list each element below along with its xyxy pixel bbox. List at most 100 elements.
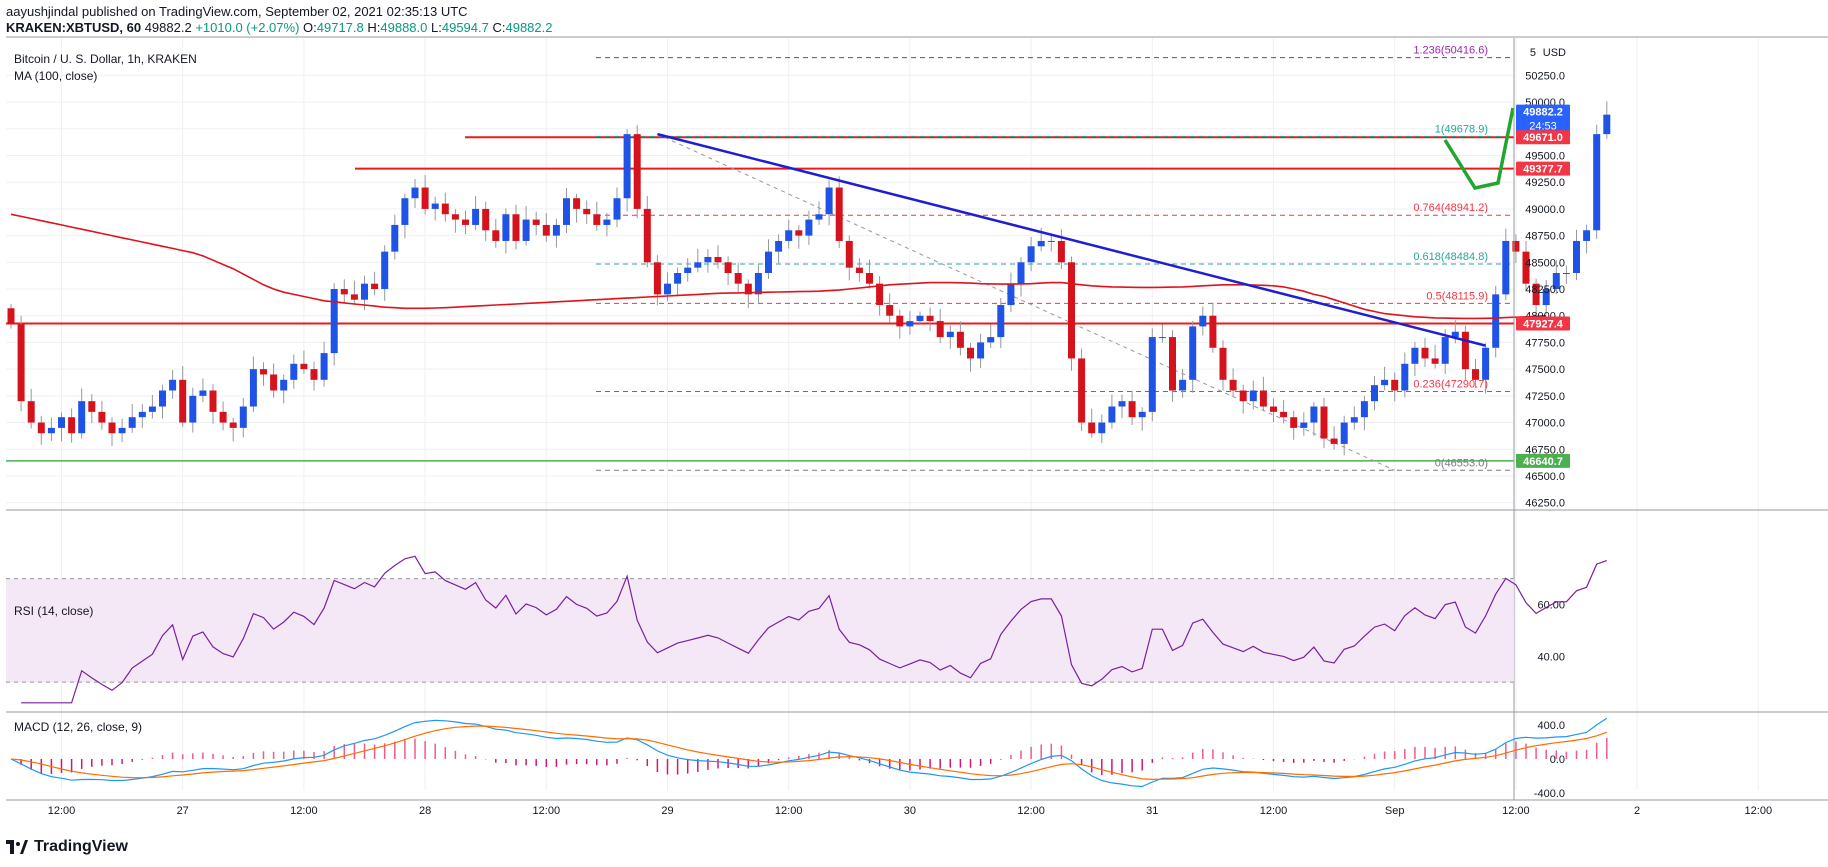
rsi-line xyxy=(21,555,1607,704)
time-tick-label: 12:00 xyxy=(533,805,561,817)
candle-body xyxy=(956,331,964,348)
candle-body xyxy=(1057,240,1065,263)
tradingview-footer[interactable]: TradingView xyxy=(6,838,128,856)
price-tag-label: 49882.2 xyxy=(1523,107,1563,119)
price-tick-label: 47000.0 xyxy=(1525,418,1565,430)
bearish-trendline xyxy=(657,132,1486,347)
price-tag-timer: 24:53 xyxy=(1529,121,1557,133)
time-tick-label: 31 xyxy=(1146,805,1158,817)
fib-level-label: 0.236(47290.7) xyxy=(1413,378,1488,390)
candle-body xyxy=(108,422,116,434)
candle-body xyxy=(37,422,45,434)
time-tick-label: 2 xyxy=(1634,805,1640,817)
candle-body xyxy=(361,283,368,300)
price-tick-label: 47250.0 xyxy=(1525,391,1565,403)
candle-body xyxy=(239,406,247,428)
price-tag-label: 49377.7 xyxy=(1523,164,1563,176)
candle-body xyxy=(320,353,328,380)
candle-body xyxy=(1037,240,1045,247)
candle-body xyxy=(1340,422,1348,444)
candle-body xyxy=(1007,283,1015,306)
time-tick-label: Sep xyxy=(1385,805,1405,817)
candle-body xyxy=(896,315,904,327)
candle-body xyxy=(714,256,722,263)
fib-level-label: 0.5(48115.9) xyxy=(1426,290,1488,302)
open-value: 49717.8 xyxy=(316,20,364,35)
candle-body xyxy=(1219,347,1227,380)
price-tag xyxy=(1516,316,1570,331)
candle-body xyxy=(674,273,682,284)
candle-body xyxy=(1401,363,1409,391)
symbol-ohlc: KRAKEN:XBTUSD, 60 49882.2 +1010.0 (+2.07… xyxy=(6,20,552,35)
price-tag xyxy=(1516,130,1570,145)
price-tag-label: 46640.7 xyxy=(1523,456,1563,468)
candle-body xyxy=(1482,347,1490,380)
candle-body xyxy=(946,331,954,338)
ma-100-line xyxy=(10,213,1547,320)
price-tag-label: 49671.0 xyxy=(1523,132,1563,144)
candle-body xyxy=(1461,331,1469,370)
candle-body xyxy=(512,214,520,241)
candle-body xyxy=(1371,385,1378,402)
candle-body xyxy=(1411,347,1419,364)
candle-body xyxy=(866,273,873,284)
candle-body xyxy=(1472,369,1479,380)
candle-body xyxy=(1088,422,1096,434)
candle-body xyxy=(431,203,439,209)
candle-body xyxy=(189,395,197,423)
close-label: C: xyxy=(492,20,506,35)
candle-body xyxy=(1209,315,1217,348)
candle-body xyxy=(148,406,156,412)
brand-name: TradingView xyxy=(34,838,128,855)
candle-body xyxy=(734,273,742,284)
price-tick-label: 46750.0 xyxy=(1525,444,1565,456)
candle-body xyxy=(47,427,55,434)
candle-body xyxy=(391,224,399,252)
candle-body xyxy=(17,324,25,402)
candle-body xyxy=(27,401,35,423)
candle-body xyxy=(1532,283,1540,306)
price-tick-label: 47500.0 xyxy=(1525,364,1565,376)
rsi-legend: RSI (14, close) xyxy=(14,604,94,618)
time-tick-label: 12:00 xyxy=(775,805,803,817)
candle-body xyxy=(724,262,732,273)
candle-body xyxy=(916,315,924,322)
candle-body xyxy=(926,315,934,322)
projection-path xyxy=(1443,107,1515,190)
candle-body xyxy=(169,379,177,391)
candle-body xyxy=(1280,411,1288,418)
candle-body xyxy=(280,379,288,391)
time-tick-label: 12:00 xyxy=(1017,805,1045,817)
candle-body xyxy=(411,187,419,199)
candle-body xyxy=(855,267,863,273)
candle-body xyxy=(290,363,298,380)
price-tick-label: 49250.0 xyxy=(1525,177,1565,189)
candle-body xyxy=(88,401,96,412)
macd-tick-label: 0.0 xyxy=(1550,754,1565,766)
candle-body xyxy=(1552,273,1560,290)
symbol[interactable]: KRAKEN:XBTUSD, 60 xyxy=(6,20,142,35)
candle-body xyxy=(1441,337,1449,364)
low-value: 49594.7 xyxy=(441,20,489,35)
candle-body xyxy=(967,347,974,359)
candle-body xyxy=(1047,240,1055,242)
price-tick-label: 49000.0 xyxy=(1525,204,1565,216)
candle-body xyxy=(522,219,530,241)
candle-body xyxy=(270,374,278,391)
candle-body xyxy=(754,273,762,295)
candle-body xyxy=(906,321,914,327)
macd-tick-label: 400.0 xyxy=(1537,720,1565,732)
candle-body xyxy=(603,219,611,225)
candle-body xyxy=(815,214,823,220)
fib-level-label: 0.618(48484.8) xyxy=(1413,251,1488,263)
candle-body xyxy=(1522,251,1530,284)
candle-body xyxy=(1583,230,1591,241)
candle-body xyxy=(1330,438,1338,444)
candle-body xyxy=(310,369,318,380)
candle-body xyxy=(138,411,146,418)
time-tick-label: 28 xyxy=(419,805,431,817)
chart-title: Bitcoin / U. S. Dollar, 1h, KRAKEN xyxy=(14,52,197,66)
candle-body xyxy=(229,422,237,428)
candle-body xyxy=(795,230,803,236)
